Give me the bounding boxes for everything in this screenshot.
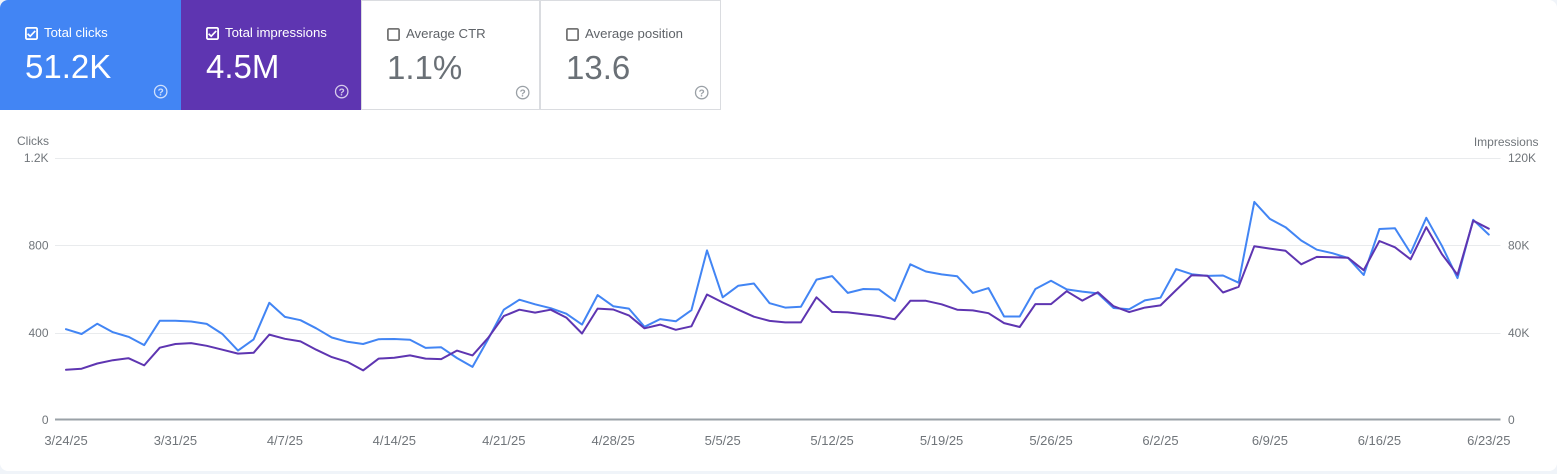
svg-text:?: ? (698, 88, 704, 99)
svg-text:800: 800 (28, 239, 48, 253)
svg-text:0: 0 (42, 413, 49, 427)
svg-text:6/16/25: 6/16/25 (1358, 433, 1401, 448)
svg-text:4/14/25: 4/14/25 (373, 433, 416, 448)
svg-text:Clicks: Clicks (17, 134, 49, 148)
svg-text:Impressions: Impressions (1474, 135, 1539, 149)
svg-text:?: ? (338, 87, 344, 98)
svg-text:6/23/25: 6/23/25 (1467, 433, 1510, 448)
svg-text:80K: 80K (1508, 239, 1529, 253)
svg-text:5/26/25: 5/26/25 (1029, 433, 1072, 448)
svg-text:5/5/25: 5/5/25 (705, 433, 741, 448)
svg-text:5/19/25: 5/19/25 (920, 433, 963, 448)
svg-text:?: ? (519, 88, 525, 99)
svg-text:3/31/25: 3/31/25 (154, 433, 197, 448)
svg-text:3/24/25: 3/24/25 (44, 433, 87, 448)
svg-text:40K: 40K (1508, 326, 1529, 340)
svg-text:1.2K: 1.2K (24, 151, 49, 165)
svg-text:400: 400 (28, 326, 48, 340)
svg-text:120K: 120K (1508, 151, 1536, 165)
svg-text:4/28/25: 4/28/25 (592, 433, 635, 448)
svg-text:4/21/25: 4/21/25 (482, 433, 525, 448)
svg-text:?: ? (157, 87, 163, 98)
svg-text:0: 0 (1508, 413, 1515, 427)
svg-text:4/7/25: 4/7/25 (267, 433, 303, 448)
svg-text:6/2/25: 6/2/25 (1142, 433, 1178, 448)
svg-text:6/9/25: 6/9/25 (1252, 433, 1288, 448)
svg-text:5/12/25: 5/12/25 (810, 433, 853, 448)
